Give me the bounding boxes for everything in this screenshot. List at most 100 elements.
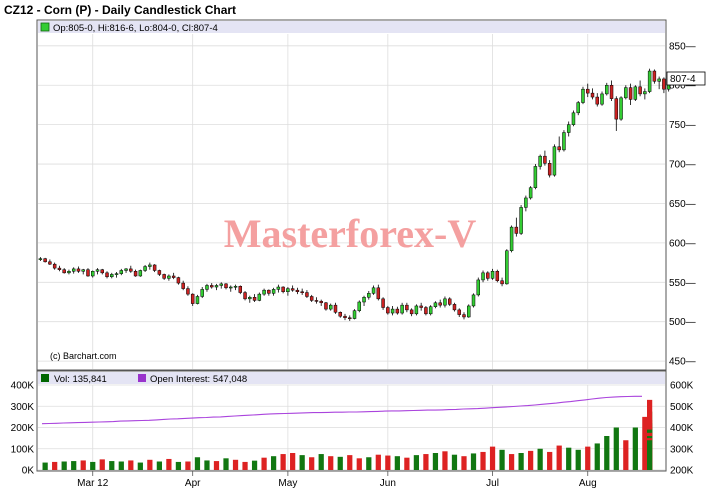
volume-bar [404,457,410,470]
candle-down [309,296,314,301]
candle-down [376,287,381,300]
candle-down [129,268,133,272]
candle-up [433,302,438,307]
candle-down [395,308,400,314]
volume-bar [90,461,96,470]
volume-bar [499,449,505,470]
volume-bar [337,456,343,470]
price-tick-label: 650— [669,199,696,210]
candle-up [600,93,604,105]
volume-bar [137,462,143,470]
candle-down [557,146,561,151]
candle-up [143,266,147,271]
candle-up [562,132,566,151]
candle-up [67,271,71,274]
candle-down [48,261,52,265]
x-tick-label: May [278,478,297,489]
candle-up [476,279,480,296]
volume-bar [99,459,105,470]
candle-down [662,78,666,90]
candle-up [362,297,366,303]
candle-up [519,207,523,234]
volume-bar [118,461,124,470]
candle-up [643,91,647,95]
volume-bar [194,457,201,470]
x-axis: Mar 12 Apr May Jun Jul Aug [77,471,597,489]
volume-bar [480,451,486,470]
last-price-tag [666,71,706,86]
volume-bar [413,455,420,470]
volume-bar [432,453,439,470]
candle-up [533,166,538,188]
volume-bar [366,457,372,470]
candle-up [200,289,204,297]
candle-down [314,300,319,302]
volume-bar [385,455,391,470]
volume-bar [242,461,248,470]
volume-bar [166,458,172,470]
volume-left-tick-label: 300K [11,402,35,413]
candle-up [219,283,223,286]
candle-up [248,297,252,300]
candle-up [276,286,281,290]
candle-up [114,273,119,275]
candle-down [333,304,338,313]
candle-up [647,70,652,92]
volume-bar [594,443,600,470]
candle-up [371,287,376,294]
price-tick-label: 850— [669,41,696,52]
volume-bar [566,447,572,470]
candle-up [71,268,76,272]
volume-bar [280,454,286,470]
candle-down [290,288,295,291]
candle-down [419,305,423,308]
candle-up [552,146,557,176]
price-legend-text: Op:805-0, Hi:816-6, Lo:804-0, Cl:807-4 [53,23,218,34]
volume-bar [175,461,182,470]
candle-down [547,163,552,176]
candle-down [181,282,185,289]
candle-down [324,302,328,310]
volume-bar [508,454,515,470]
credit-label: (c) Barchart.com [50,351,117,361]
candle-up [509,226,514,252]
x-tick-label: Jun [380,478,396,489]
candle-up [357,301,362,311]
candle-up [167,275,171,279]
candle-up [352,310,357,319]
volume-bar [623,440,629,470]
candle-up [233,285,238,288]
candle-down [43,258,47,263]
volume-right-tick-label: 200K [670,466,694,477]
candle-down [86,269,90,277]
candlesticks [38,68,671,321]
volume-bar [147,459,153,470]
price-legend-band [38,21,665,33]
open-interest-legend-swatch [138,374,146,382]
volume-right-tick-label: 500K [670,402,694,413]
volume-bar [528,450,534,470]
volume-bar [347,455,353,470]
candle-down [100,269,104,274]
candle-down [405,304,409,311]
candle-down [295,289,300,293]
volume-bar [232,459,239,470]
candle-up [138,270,143,277]
volume-bar [489,446,496,470]
candle-down [586,88,590,94]
candle-down [628,87,633,100]
candle-up [633,86,638,100]
volume-bar [318,454,324,470]
candle-down [609,84,614,99]
candle-down [438,302,442,306]
x-tick-label: Mar 12 [77,478,109,489]
candle-up [367,293,371,298]
chart-title: CZ12 - Corn (P) - Daily Candlestick Char… [4,3,236,17]
volume-left-tick-label: 0K [22,466,35,477]
price-tick-label: 600— [669,238,696,249]
price-tick-label: 800— [669,81,696,92]
volume-bar [80,460,86,470]
candle-down [238,285,243,293]
price-tick-label: 700— [669,160,696,171]
candle-up [286,288,290,293]
